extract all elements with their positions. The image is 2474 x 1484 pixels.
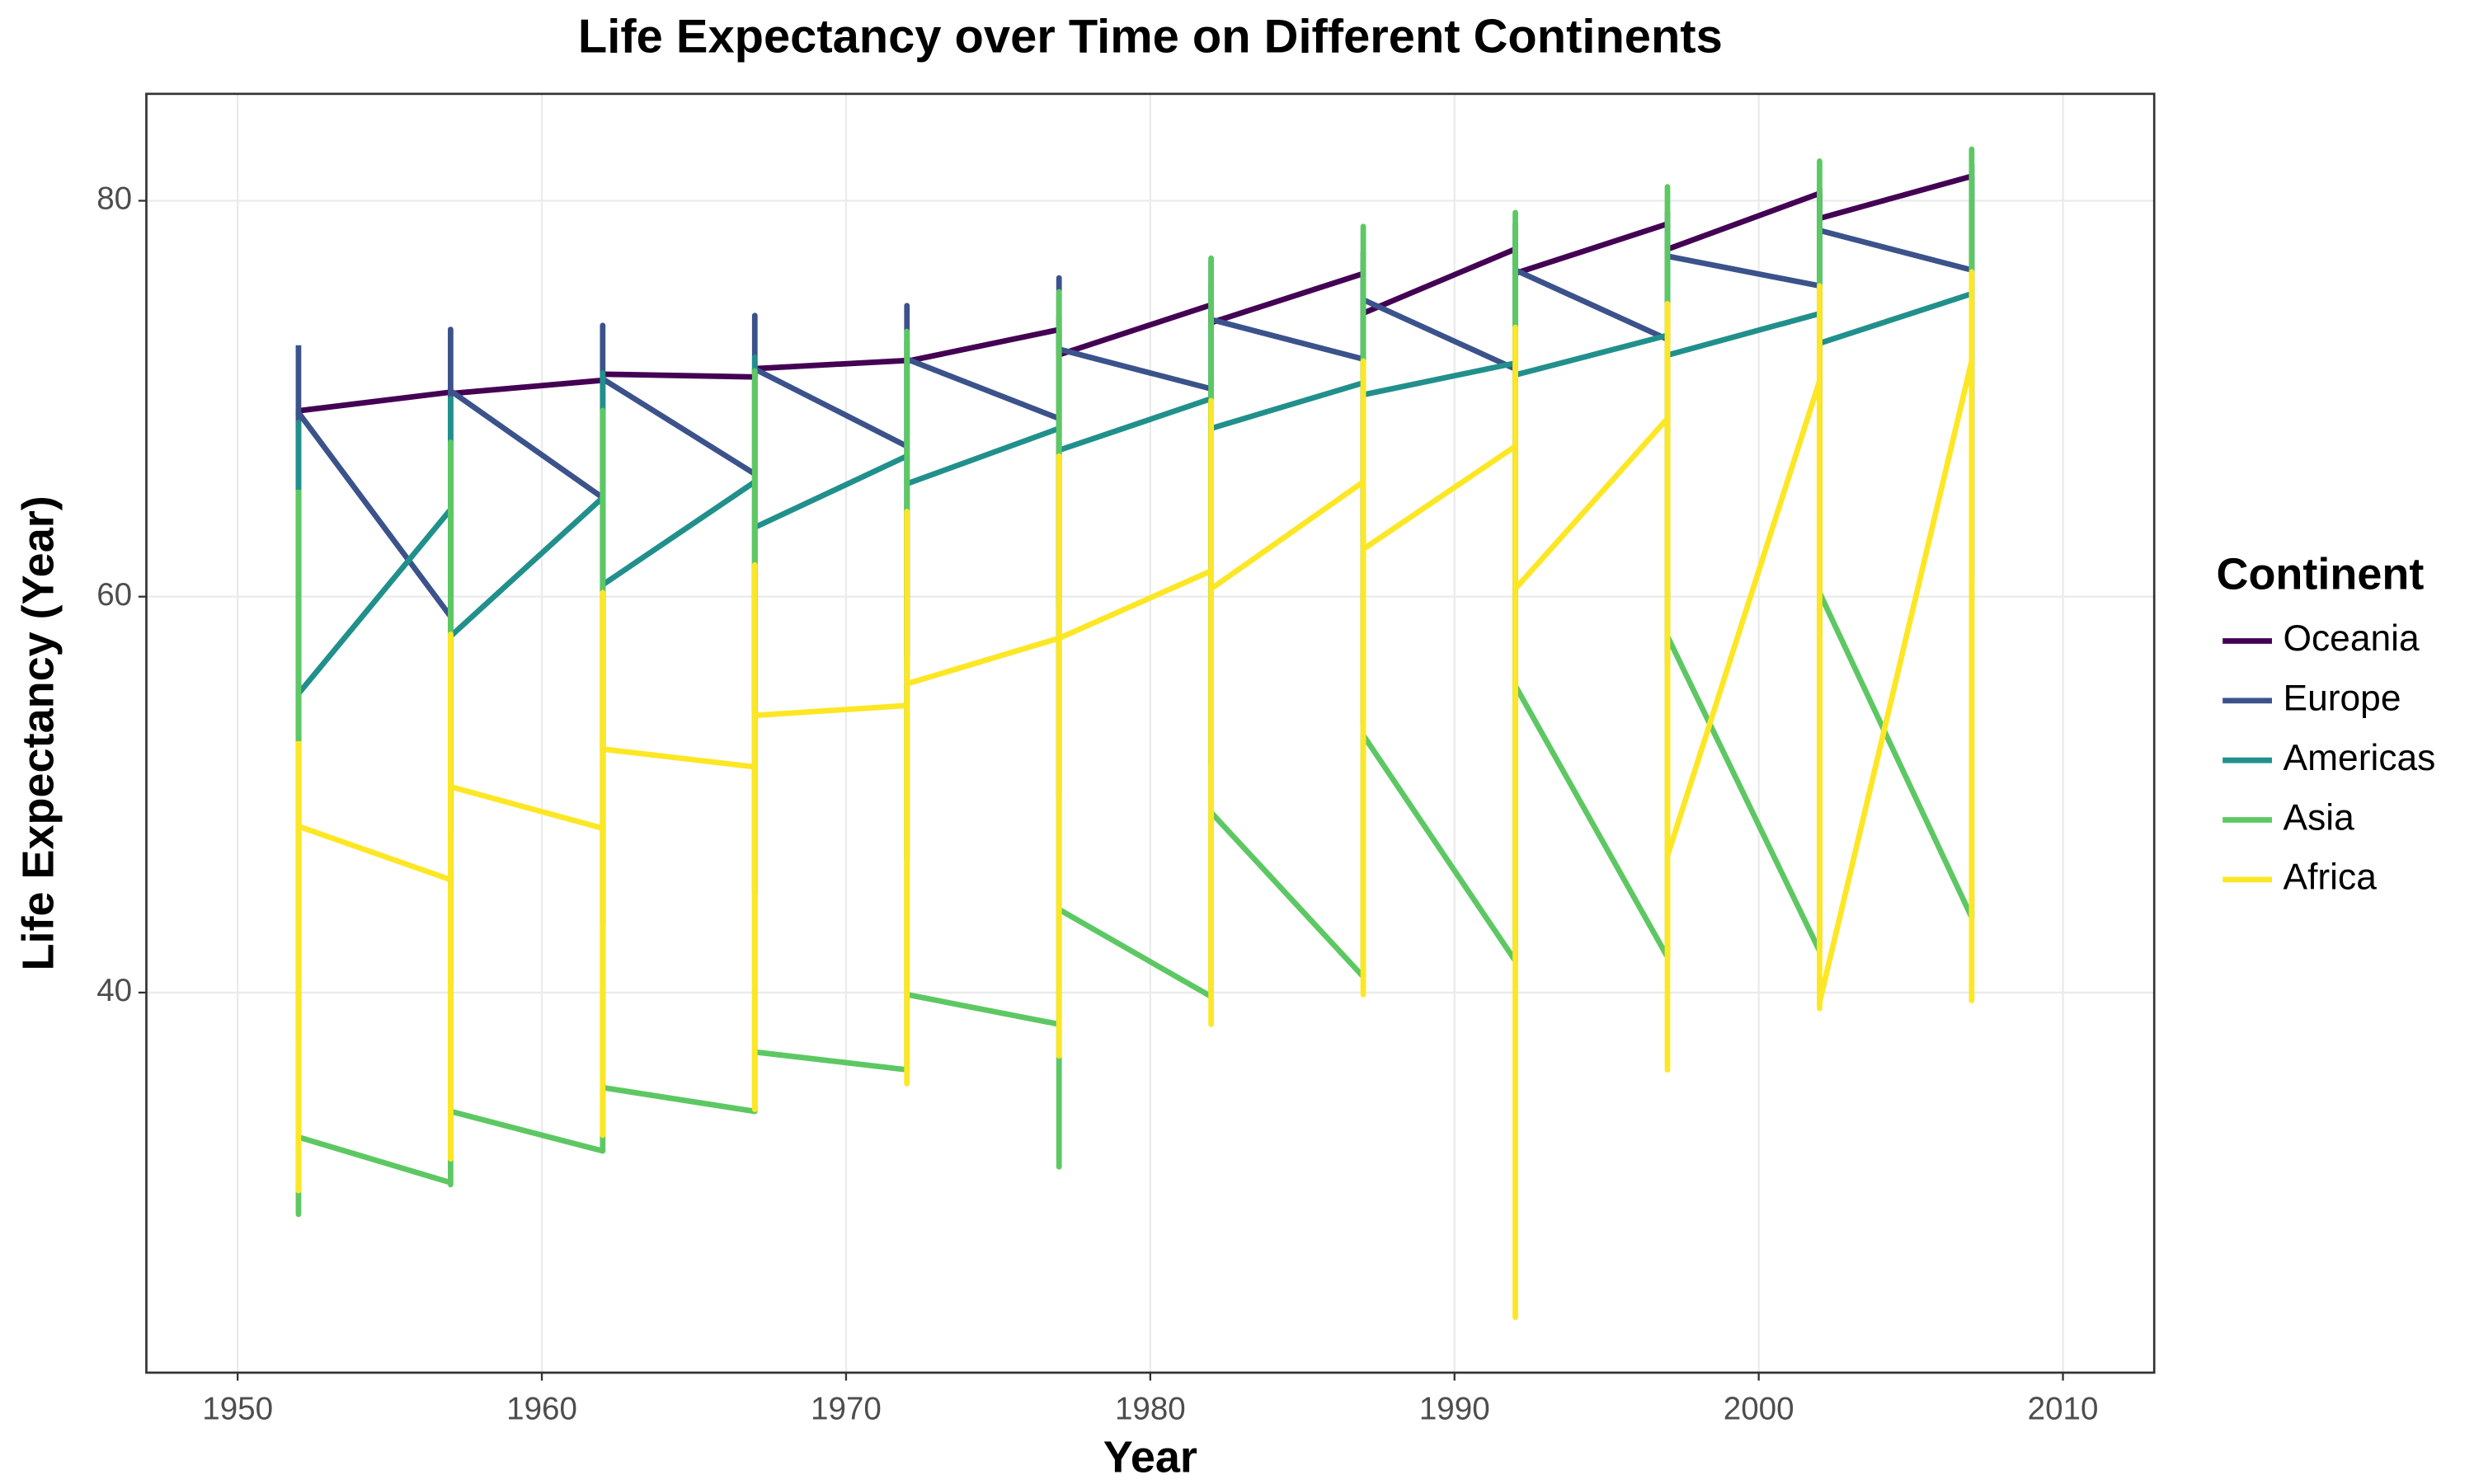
x-tick-label: 1960 xyxy=(506,1391,577,1426)
legend-label: Europe xyxy=(2283,679,2401,719)
x-tick-label: 1970 xyxy=(811,1391,882,1426)
legend-title: Continent xyxy=(2216,550,2424,599)
series-line xyxy=(295,184,1975,1043)
legend-label: Oceania xyxy=(2283,618,2420,659)
x-tick-label: 1980 xyxy=(1115,1391,1186,1426)
x-tick-label: 2010 xyxy=(2028,1391,2099,1426)
series-line xyxy=(295,269,1975,1321)
x-tick-label: 1950 xyxy=(202,1391,273,1426)
y-tick-label: 40 xyxy=(96,973,132,1008)
x-axis-label: Year xyxy=(1103,1432,1197,1482)
chart-title: Life Expectancy over Time on Different C… xyxy=(578,11,1723,63)
legend-label: Asia xyxy=(2283,797,2354,838)
legend-label: Americas xyxy=(2283,738,2435,778)
x-tick-label: 1990 xyxy=(1419,1391,1490,1426)
y-tick-label: 80 xyxy=(96,181,132,217)
legend-label: Africa xyxy=(2283,857,2377,898)
y-axis-label: Life Expectancy (Year) xyxy=(13,495,63,970)
x-tick-label: 2000 xyxy=(1724,1391,1794,1426)
plot-border xyxy=(145,92,2156,1374)
y-tick-label: 60 xyxy=(96,577,132,613)
